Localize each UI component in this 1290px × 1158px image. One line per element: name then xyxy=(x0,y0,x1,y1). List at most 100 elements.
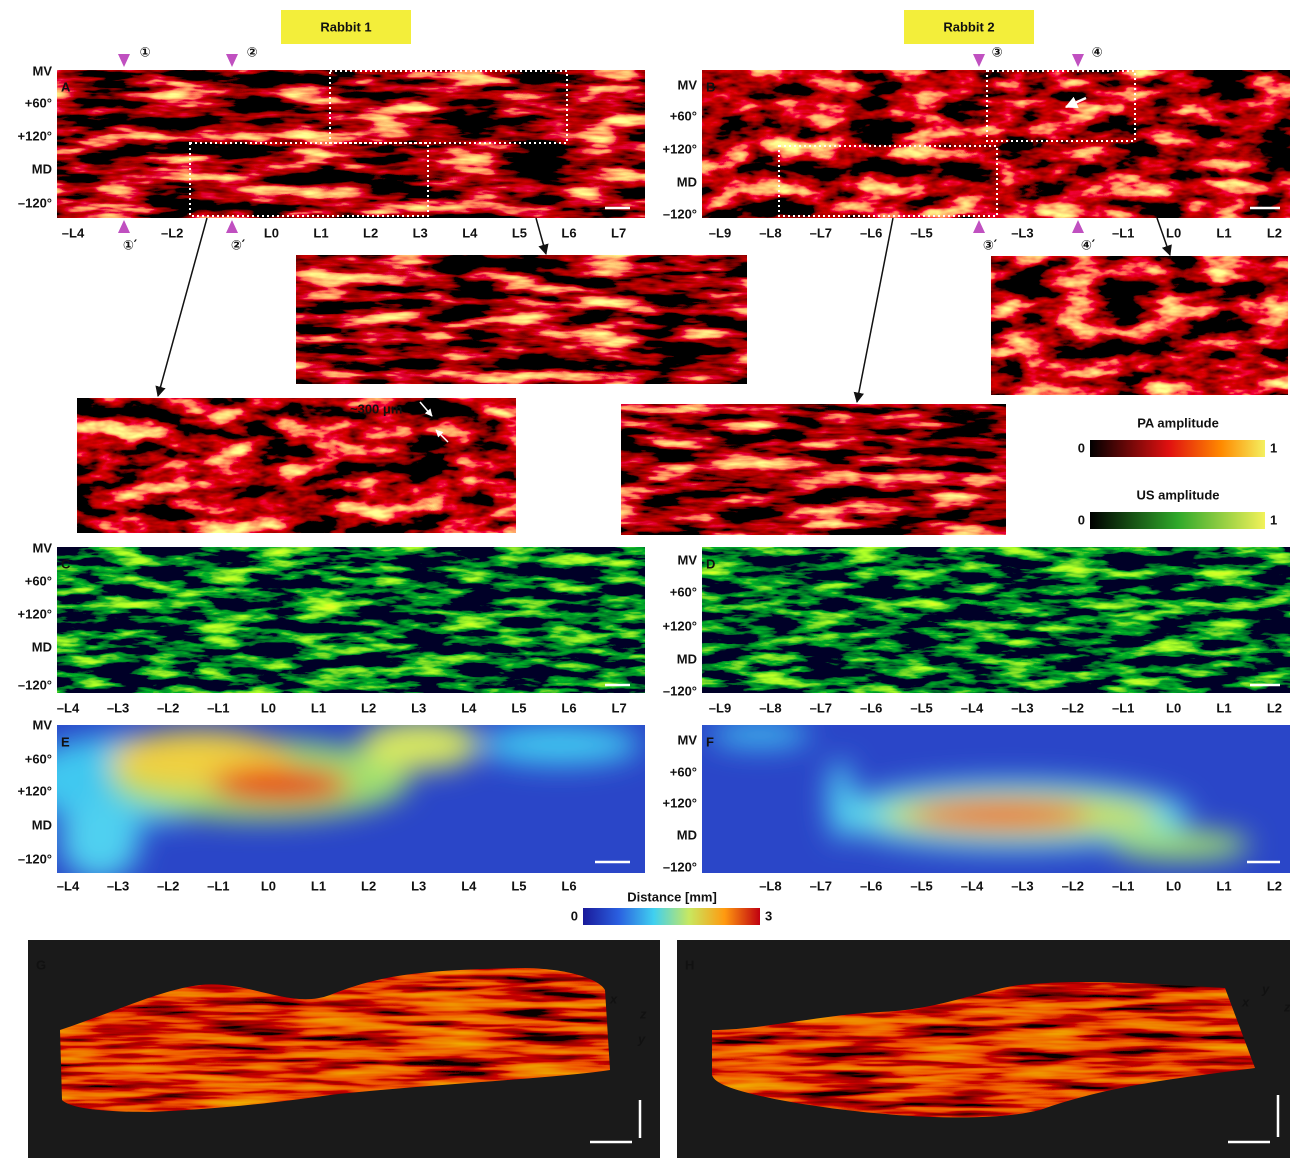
x-label: –L3 xyxy=(1011,700,1033,715)
x-label: L2 xyxy=(361,878,376,893)
heatmap xyxy=(702,70,1290,218)
x-label: –L1 xyxy=(1112,225,1134,240)
x-label: L7 xyxy=(611,225,626,240)
colorbar xyxy=(1090,512,1265,529)
marker-triangle xyxy=(226,220,238,233)
marker-triangle xyxy=(973,54,985,67)
panel-letter: B xyxy=(706,79,715,94)
y-label: +120° xyxy=(663,618,697,633)
axis-label: z xyxy=(639,1006,647,1021)
y-label: –120° xyxy=(18,195,52,210)
x-label: –L3 xyxy=(1011,225,1033,240)
panel-image xyxy=(702,723,1290,873)
zoom-arrow xyxy=(158,218,207,396)
axis-label: x xyxy=(609,991,618,1006)
x-label: L5 xyxy=(511,700,526,715)
x-label: –L9 xyxy=(709,225,731,240)
x-label: L1 xyxy=(313,225,328,240)
marker-label: ③′ xyxy=(983,239,998,254)
x-label: L1 xyxy=(311,700,326,715)
y-label: MV xyxy=(33,63,53,78)
colorbar-title: Distance [mm] xyxy=(627,889,717,904)
x-label: L0 xyxy=(261,878,276,893)
x-label: –L8 xyxy=(759,878,781,893)
x-label: L6 xyxy=(561,225,576,240)
x-label: –L2 xyxy=(157,700,179,715)
x-label: –L1 xyxy=(1112,878,1134,893)
x-label: –L1 xyxy=(207,878,229,893)
x-label: –L6 xyxy=(860,700,882,715)
panel-image xyxy=(57,547,645,693)
x-label: –L4 xyxy=(961,700,984,715)
marker-label: ④′ xyxy=(1081,239,1096,254)
heatmap-blob xyxy=(1110,830,1250,860)
colorbar-max: 1 xyxy=(1270,440,1277,455)
y-label: MV xyxy=(678,732,698,747)
x-label: L0 xyxy=(1166,225,1181,240)
x-label: –L2 xyxy=(157,878,179,893)
y-label: +60° xyxy=(25,751,52,766)
x-label: L2 xyxy=(1267,225,1282,240)
x-label: L3 xyxy=(411,700,426,715)
y-label: +60° xyxy=(670,584,697,599)
y-label: +60° xyxy=(25,573,52,588)
x-label: –L1 xyxy=(1112,700,1134,715)
panel-letter: A xyxy=(61,79,71,94)
x-label: L1 xyxy=(1216,878,1231,893)
x-label: –L6 xyxy=(860,878,882,893)
x-label: L4 xyxy=(461,700,477,715)
heatmap xyxy=(57,547,645,693)
x-label: L5 xyxy=(511,878,526,893)
x-label: –L5 xyxy=(910,225,932,240)
inset-image xyxy=(296,255,747,384)
panel-letter: F xyxy=(706,734,714,749)
axis-label: x xyxy=(1241,994,1250,1009)
x-label: L1 xyxy=(1216,700,1231,715)
axis-label: z xyxy=(1283,999,1290,1014)
colorbar-min: 0 xyxy=(1078,440,1085,455)
panel-letter: D xyxy=(706,556,715,571)
marker-triangle xyxy=(118,54,130,67)
marker-label: ②′ xyxy=(231,239,246,254)
y-label: –120° xyxy=(663,206,697,221)
y-label: +120° xyxy=(18,606,52,621)
x-label: –L6 xyxy=(860,225,882,240)
y-label: +120° xyxy=(18,783,52,798)
marker-label: ① xyxy=(139,46,150,61)
x-label: L2 xyxy=(1267,878,1282,893)
x-label: –L4 xyxy=(961,878,984,893)
x-label: L4 xyxy=(462,225,478,240)
marker-triangle xyxy=(118,220,130,233)
x-label: –L5 xyxy=(910,878,932,893)
heatmap-blob xyxy=(710,723,810,747)
marker-label: ③ xyxy=(991,46,1002,61)
zoom-arrow xyxy=(536,218,546,254)
x-label: L2 xyxy=(1267,700,1282,715)
y-label: MD xyxy=(32,639,52,654)
heatmap-blob xyxy=(210,767,350,803)
panel-letter: H xyxy=(685,957,694,972)
x-label: L1 xyxy=(311,878,326,893)
y-label: MD xyxy=(677,174,697,189)
axis-label: y xyxy=(1261,981,1270,996)
x-label: L6 xyxy=(561,878,576,893)
inset-image xyxy=(77,398,516,533)
y-label: MD xyxy=(32,161,52,176)
x-label: L1 xyxy=(1216,225,1231,240)
y-label: +120° xyxy=(18,128,52,143)
x-label: –L3 xyxy=(107,878,129,893)
zoom-arrow xyxy=(857,218,893,402)
x-label: –L4 xyxy=(62,225,85,240)
heatmap-blob xyxy=(480,725,640,765)
marker-triangle xyxy=(1072,54,1084,67)
marker-label: ② xyxy=(246,46,257,61)
x-label: L3 xyxy=(411,878,426,893)
x-label: –L4 xyxy=(57,878,80,893)
x-label: –L2 xyxy=(161,225,183,240)
x-label: –L7 xyxy=(810,225,832,240)
colorbar-max: 3 xyxy=(765,908,772,923)
y-label: –120° xyxy=(663,683,697,698)
colorbar-max: 1 xyxy=(1270,512,1277,527)
x-label: –L3 xyxy=(1011,878,1033,893)
panel-letter: C xyxy=(61,556,71,571)
